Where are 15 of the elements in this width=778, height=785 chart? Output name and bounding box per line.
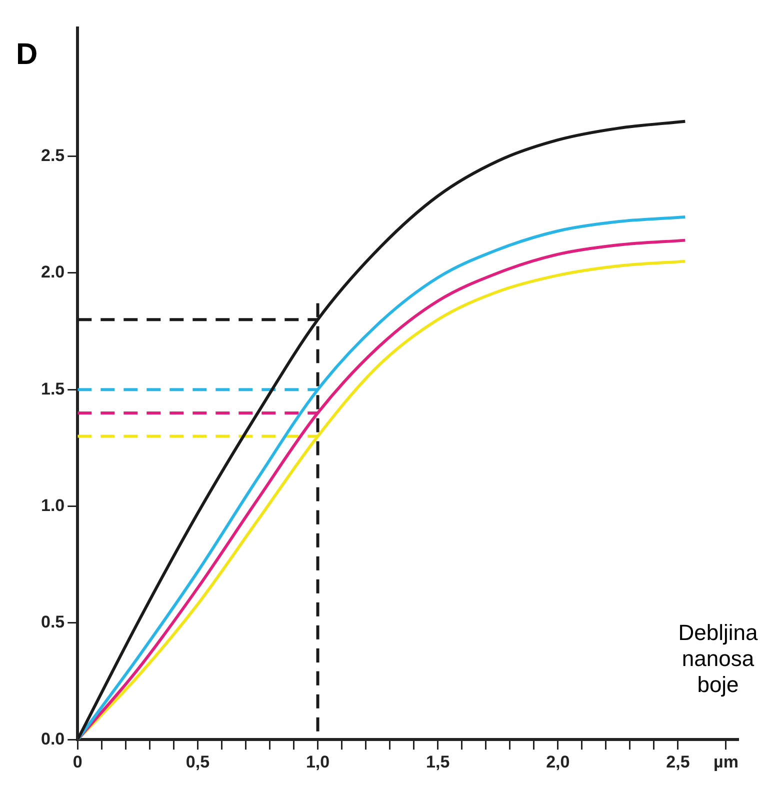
x-tick-label: 0 — [72, 752, 82, 772]
y-tick-label: 1.5 — [40, 379, 65, 398]
y-tick-label: 0.0 — [40, 729, 65, 748]
x-tick-label: 2,0 — [546, 752, 570, 772]
x-tick-label: 1,5 — [426, 752, 450, 772]
y-tick-label: 2.5 — [40, 146, 65, 166]
y-axis-title: D — [16, 38, 38, 72]
x-tick-label: 1,0 — [306, 752, 330, 772]
x-tick-label: 2,5 — [666, 752, 690, 772]
x-axis-title: Debljina nanosa boje — [668, 620, 768, 698]
x-tick-label: 0,5 — [186, 752, 210, 772]
y-tick-label: 1.0 — [40, 496, 65, 515]
x-tick-label: µm — [714, 752, 738, 772]
y-tick-label: 0.5 — [40, 612, 65, 632]
y-tick-label: 2.0 — [40, 262, 65, 282]
